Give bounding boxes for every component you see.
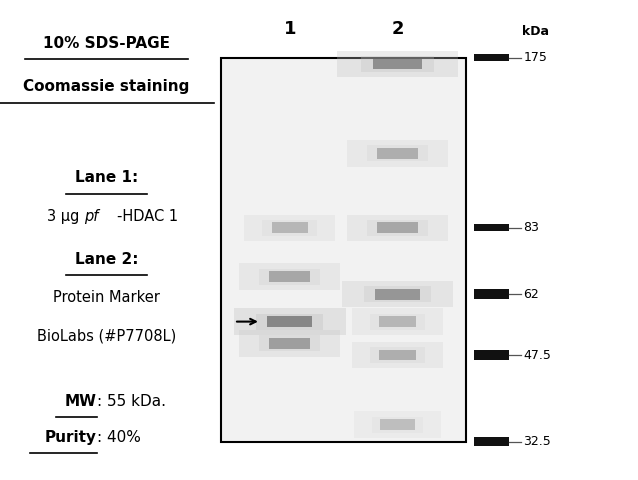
Bar xyxy=(221,58,466,442)
Text: 10% SDS-PAGE: 10% SDS-PAGE xyxy=(43,36,170,51)
Bar xyxy=(347,215,449,241)
Text: pf: pf xyxy=(84,209,99,224)
Bar xyxy=(373,59,422,70)
Text: Lane 2:: Lane 2: xyxy=(75,252,138,267)
Text: -HDAC 1: -HDAC 1 xyxy=(117,209,179,224)
Bar xyxy=(355,411,441,438)
Text: Coomassie staining: Coomassie staining xyxy=(24,79,189,94)
Bar xyxy=(380,316,416,327)
Bar xyxy=(377,148,418,159)
Bar xyxy=(474,437,510,446)
Bar xyxy=(364,287,431,302)
Bar xyxy=(380,420,415,430)
Text: 1: 1 xyxy=(283,20,296,38)
Bar xyxy=(337,51,459,77)
Bar xyxy=(375,289,420,300)
Bar xyxy=(269,67,311,432)
Text: 62: 62 xyxy=(523,288,539,301)
Bar xyxy=(244,215,336,241)
Bar xyxy=(474,224,510,231)
Bar xyxy=(239,330,341,357)
Text: Protein Marker: Protein Marker xyxy=(53,290,160,305)
Bar xyxy=(367,145,428,161)
Bar xyxy=(370,314,425,330)
Bar xyxy=(256,314,323,330)
Bar xyxy=(239,264,341,290)
Bar xyxy=(361,56,434,72)
Bar xyxy=(352,342,443,368)
Text: 83: 83 xyxy=(523,221,539,234)
Bar xyxy=(259,269,320,285)
Bar xyxy=(259,336,320,351)
Bar xyxy=(376,67,419,432)
Bar xyxy=(474,350,510,360)
Bar xyxy=(267,316,312,327)
Text: : 55 kDa.: : 55 kDa. xyxy=(97,394,166,408)
Bar xyxy=(272,222,308,233)
Bar xyxy=(370,347,425,363)
Bar xyxy=(262,220,317,236)
Bar xyxy=(474,289,510,299)
Text: 32.5: 32.5 xyxy=(523,435,551,448)
Bar xyxy=(352,309,443,335)
Text: 47.5: 47.5 xyxy=(523,348,551,361)
Text: Lane 1:: Lane 1: xyxy=(75,170,138,185)
Bar xyxy=(372,417,424,432)
Text: 175: 175 xyxy=(523,51,547,64)
Text: Purity: Purity xyxy=(45,430,97,444)
Bar xyxy=(269,271,310,282)
Text: MW: MW xyxy=(65,394,97,408)
Bar xyxy=(474,54,510,61)
Text: 2: 2 xyxy=(391,20,404,38)
Text: kDa: kDa xyxy=(522,24,549,38)
Bar xyxy=(377,222,418,233)
Bar xyxy=(380,350,416,360)
Bar xyxy=(269,338,310,348)
Text: BioLabs (#P7708L): BioLabs (#P7708L) xyxy=(37,329,176,344)
Bar xyxy=(234,309,346,335)
Bar xyxy=(342,281,454,308)
Bar xyxy=(347,140,449,167)
Text: : 40%: : 40% xyxy=(97,430,141,444)
Bar xyxy=(367,220,428,236)
Text: 3 μg: 3 μg xyxy=(47,209,84,224)
